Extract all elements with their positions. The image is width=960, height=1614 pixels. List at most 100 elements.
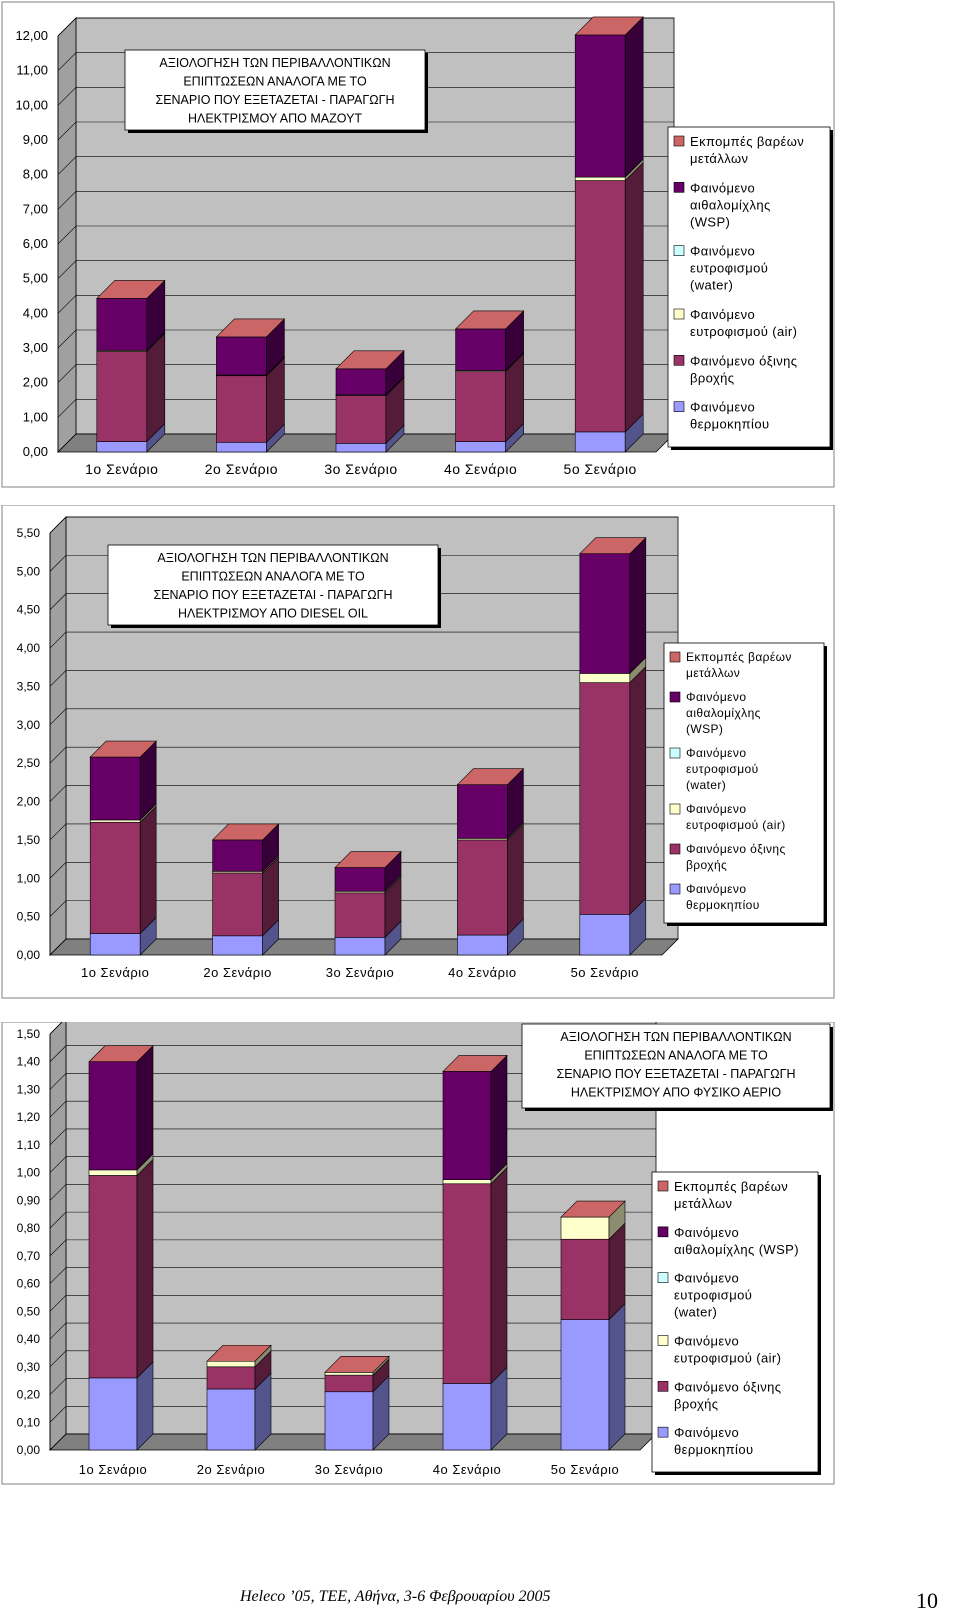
legend-swatch: [657, 1335, 669, 1346]
legend-label: Φαινόμενο όξινης: [686, 842, 786, 856]
legend-swatch: [669, 651, 681, 663]
x-category-label: 1ο Σενάριο: [81, 965, 149, 980]
legend-swatch: [657, 1226, 669, 1238]
y-tick-label: 0,00: [17, 1443, 41, 1457]
x-category-label: 4ο Σενάριο: [448, 965, 516, 980]
legend-label: ευτροφισμού (air): [686, 818, 786, 832]
bar-segment: [206, 1388, 256, 1451]
y-tick-label: 0,10: [17, 1415, 41, 1429]
x-category-label: 1ο Σενάριο: [85, 461, 158, 477]
chart-title-line: ΑΞΙΟΛΟΓΗΣΗ ΤΩΝ ΠΕΡΙΒΑΛΛΟΝΤΙΚΩΝ: [560, 1030, 791, 1044]
y-tick-label: 0,00: [23, 444, 48, 459]
bar-top-cap: [335, 350, 405, 370]
legend-swatch: [669, 843, 681, 855]
gridline: [49, 708, 678, 726]
bar-segment: [457, 934, 508, 956]
bar-segment: [574, 176, 626, 181]
y-tick-label: 1,00: [17, 871, 41, 885]
bar-segment: [88, 1061, 138, 1171]
title-box: [124, 49, 426, 131]
bar-segment: [212, 839, 263, 872]
legend-label: Φαινόμενο: [690, 244, 755, 259]
bar-top-cap: [211, 823, 280, 841]
bar-segment-side: [146, 332, 166, 443]
legend-label: θερμοκηπίου: [690, 417, 769, 432]
y-tick-label: 2,50: [17, 756, 41, 770]
footer-text: Heleco ’05, ΤΕΕ, Αθήνα, 3-6 Φεβρουαρίου …: [240, 1588, 551, 1605]
legend-label: θερμοκηπίου: [686, 898, 760, 912]
bar-segment: [442, 1183, 492, 1384]
legend-label: Εκπομπές βαρέων: [690, 134, 804, 149]
legend-label: Εκπομπές βαρέων: [674, 1179, 788, 1194]
bar-segment: [335, 395, 387, 444]
y-tick-label: 0,20: [17, 1388, 41, 1402]
legend-label: ευτροφισμού: [686, 762, 759, 776]
bar-segment-side: [629, 665, 647, 916]
chart-title-line: ΕΠΙΠΤΩΣΕΩΝ ΑΝΑΛΟΓΑ ΜΕ ΤΟ: [181, 570, 365, 584]
bar-segment: [455, 441, 506, 453]
y-tick-label: 11,00: [16, 63, 48, 78]
bar-segment: [96, 441, 148, 453]
legend-label: βροχής: [686, 858, 727, 872]
bar-segment-side: [507, 823, 524, 936]
chart-title-line: ΑΞΙΟΛΟΓΗΣΗ ΤΩΝ ΠΕΡΙΒΑΛΛΟΝΤΙΚΩΝ: [157, 551, 388, 565]
bar-segment: [206, 1360, 256, 1368]
gridline: [49, 1022, 63, 1035]
legend-label: αιθαλομίχλης: [686, 706, 761, 720]
legend-label: Φαινόμενο όξινης: [690, 353, 797, 368]
bar-segment: [334, 937, 386, 956]
y-tick-label: 12,00: [15, 28, 48, 43]
bar-segment: [89, 819, 141, 823]
bar-top-cap: [560, 1200, 626, 1218]
legend-label: μετάλλων: [674, 1196, 732, 1211]
page-number: 10: [916, 1588, 938, 1613]
bar-segment: [334, 867, 386, 892]
bar-segment: [96, 298, 148, 351]
y-tick-label: 0,40: [17, 1332, 41, 1346]
bar-segment: [335, 443, 387, 453]
bar-segment: [560, 1319, 610, 1451]
bar-segment: [579, 553, 631, 674]
y-tick-label: 5,00: [17, 564, 41, 578]
chart-mazout: 0,00 1,00 2,00 3,00 4,00 5,00 6,00 7,00 8,00 9,00…: [1, 1, 835, 488]
bar-top-cap: [579, 537, 647, 555]
legend-label: Φαινόμενο: [686, 746, 746, 760]
legend-label: ευτροφισμού (air): [690, 324, 797, 339]
bar-top-cap: [324, 1356, 390, 1373]
gridline: [57, 17, 674, 37]
plot-side-wall: [49, 516, 67, 956]
legend-swatch: [669, 691, 681, 703]
chart-title-line: ΑΞΙΟΛΟΓΗΣΗ ΤΩΝ ΠΕΡΙΒΑΛΛΟΝΤΙΚΩΝ: [159, 56, 390, 70]
bar-top-cap: [334, 851, 402, 868]
bar-segment-side: [490, 1167, 508, 1385]
y-tick-label: 1,10: [17, 1138, 41, 1152]
bar-segment-side: [624, 161, 644, 433]
chart-title-line: ΕΠΙΠΤΩΣΕΩΝ ΑΝΑΛΟΓΑ ΜΕ ΤΟ: [183, 75, 367, 89]
bar-top-cap: [88, 1045, 154, 1063]
y-tick-label: 1,30: [17, 1082, 41, 1096]
chart-title-line: ΗΛΕΚΤΡΙΣΜΟΥ ΑΠΟ ΜΑΖΟΥΤ: [188, 112, 362, 126]
bar-segment: [574, 180, 626, 433]
chart-title-line: ΕΠΙΠΤΩΣΕΩΝ ΑΝΑΛΟΓΑ ΜΕ ΤΟ: [584, 1049, 768, 1063]
legend-swatch: [673, 401, 685, 412]
bar-top-cap: [206, 1344, 272, 1362]
y-tick-label: 1,50: [17, 1027, 41, 1041]
legend-label: ευτροφισμού: [674, 1288, 752, 1303]
gridline: [57, 52, 674, 71]
gridline: [57, 225, 674, 245]
bar-segment: [442, 1071, 492, 1180]
y-tick-label: 0,90: [17, 1193, 41, 1207]
y-tick-label: 1,00: [23, 409, 48, 424]
bar-segment: [324, 1391, 374, 1451]
chart-title-line: ΣΕΝΑΡΙΟ ΠΟΥ ΕΞΕΤΑΖΕΤΑΙ - ΠΑΡΑΓΩΓΗ: [556, 1067, 795, 1081]
bar-segment: [335, 368, 387, 396]
bar-segment: [216, 441, 267, 453]
legend-box: [651, 1171, 819, 1473]
x-category-label: 4ο Σενάριο: [433, 1462, 501, 1477]
y-tick-label: 4,50: [17, 603, 41, 617]
legend-swatch: [673, 308, 685, 320]
bar-segment: [574, 34, 626, 178]
gridline: [57, 156, 674, 175]
bar-top-cap: [454, 310, 525, 330]
chart-title-line: ΣΕΝΑΡΙΟ ΠΟΥ ΕΞΕΤΑΖΕΤΑΙ - ΠΑΡΑΓΩΓΗ: [153, 588, 392, 602]
